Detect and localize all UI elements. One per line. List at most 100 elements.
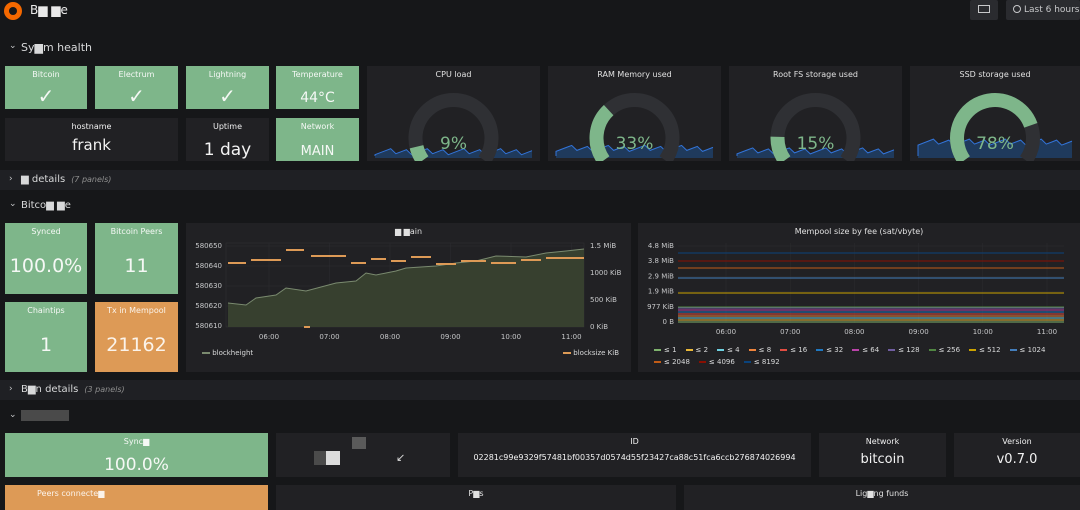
panel-value: v0.7.0 [996, 452, 1038, 467]
redacted-panel[interactable]: ↙ [276, 433, 450, 477]
peers-chart-panel[interactable]: P▆s [276, 485, 676, 510]
legend-label: ≤ 128 [898, 346, 920, 354]
synced-panel[interactable]: Synced 100.0% [5, 223, 87, 294]
gauge-panel-ssd[interactable]: SSD storage used 78% [910, 66, 1080, 161]
legend-item[interactable]: ≤ 16 [780, 346, 807, 354]
chaintips-panel[interactable]: Chaintips 1 [5, 302, 87, 372]
gauge-value: 9% [440, 134, 467, 154]
legend-item[interactable]: ≤ 64 [852, 346, 879, 354]
x-tick-label: 06:00 [259, 333, 279, 341]
legend-item[interactable]: ≤ 128 [888, 346, 920, 354]
legend-item[interactable]: ≤ 8 [748, 346, 772, 354]
panel-title: ID [630, 437, 639, 446]
row-title: ▆ details (7 panels) [21, 174, 111, 185]
legend-label: ≤ 4096 [708, 358, 735, 366]
lightning-status-panel[interactable]: Lightning ✓ [186, 66, 269, 109]
panel-title: Uptime [212, 122, 242, 131]
panel-title: Temperature [292, 70, 343, 79]
panel-value: 1 day [203, 140, 252, 160]
legend-label: ≤ 8192 [753, 358, 780, 366]
y-right-tick-label: 0 KiB [590, 323, 608, 331]
lightning-funds-panel[interactable]: Lig▆ng funds [684, 485, 1080, 510]
bitcoin-status-panel[interactable]: Bitcoin ✓ [5, 66, 87, 109]
gauge-fill [770, 136, 791, 161]
panel-title: Sync▆ [123, 437, 150, 446]
legend-label: ≤ 256 [938, 346, 961, 354]
panel-title: RAM Memory used [597, 70, 672, 79]
sparkline [736, 147, 895, 156]
temperature-panel[interactable]: Temperature 44°C [276, 66, 359, 109]
row-title-text: B▆n details [21, 384, 79, 395]
arrow-down-left-icon: ↙ [396, 451, 406, 464]
y-tick-label: 580650 [195, 242, 222, 250]
gauge-graphic [917, 93, 1073, 161]
gauge-panel-cpu[interactable]: CPU load 9% [367, 66, 540, 161]
blockchain-chart-panel[interactable]: ▆ ▆ain 580650 580640 580630 580620 580610 1.… [186, 223, 631, 372]
mempool-tx-panel[interactable]: Tx in Mempool 21162 [95, 302, 178, 372]
hostname-panel[interactable]: hostname frank [5, 118, 178, 161]
blockchain-chart: 580650 580640 580630 580620 580610 1.5 MiB 10… [195, 242, 621, 341]
legend-swatch [748, 349, 756, 351]
gauge-graphic [374, 93, 533, 161]
uptime-panel[interactable]: Uptime 1 day [186, 118, 269, 161]
legend-item[interactable]: ≤ 2 [685, 346, 708, 354]
legend-item[interactable]: ≤ 1024 [1009, 346, 1045, 354]
x-tick-label: 10:00 [973, 328, 993, 336]
row-title: Sy▆m health [21, 41, 92, 54]
legend-label: ≤ 4 [727, 346, 740, 354]
legend-item[interactable]: ≤ 256 [928, 346, 961, 354]
gauge-panel-ram[interactable]: RAM Memory used 33% [548, 66, 721, 161]
legend-swatch [717, 349, 725, 351]
monitor-icon [978, 5, 990, 13]
version-panel[interactable]: Version v0.7.0 [954, 433, 1080, 477]
legend-item[interactable]: ≤ 4 [717, 346, 740, 354]
time-range-picker[interactable]: Last 6 hours [1006, 0, 1080, 20]
checkmark-icon: ✓ [219, 84, 236, 108]
legend-label: ≤ 2048 [664, 358, 690, 366]
node-id-panel[interactable]: ID 02281c99e9329f57481bf00357d0574d55f23… [458, 433, 811, 477]
legend-item[interactable]: ≤ 512 [969, 346, 1001, 354]
y-tick-label: 580640 [195, 262, 222, 270]
y-tick-label: 1.9 MiB [648, 288, 674, 296]
panel-value: 21162 [106, 334, 167, 356]
legend-blockheight[interactable]: blockheight [202, 349, 253, 357]
row-b-details[interactable]: › B▆n details (3 panels) [0, 380, 1080, 400]
gauge-value: 15% [796, 134, 835, 154]
legend-label: ≤ 1 [664, 346, 677, 354]
gauge-panel-rootfs[interactable]: Root FS storage used 15% [729, 66, 902, 161]
legend-label: ≤ 8 [758, 346, 772, 354]
panel-title: Root FS storage used [773, 70, 858, 79]
legend-item[interactable]: ≤ 1 [654, 346, 677, 354]
legend-swatch [888, 349, 896, 351]
gauge-track [408, 93, 499, 161]
legend-label: ≤ 32 [826, 346, 844, 354]
network-panel[interactable]: Network MAIN [276, 118, 359, 161]
legend-label: blocksize KiB [573, 349, 619, 357]
mempool-chart: 4.8 MiB 3.8 MiB 2.9 MiB 1.9 MiB 977 KiB 0 B 0… [647, 242, 1064, 336]
row-bitcoin-core[interactable]: ⌄ Bitco▆ ▆e [0, 196, 1080, 216]
tv-mode-button[interactable] [970, 0, 998, 20]
row-details[interactable]: › ▆ details (7 panels) [0, 170, 1080, 190]
legend-blocksize[interactable]: blocksize KiB [563, 349, 619, 357]
blockheight-series [227, 248, 585, 306]
peers-connected-panel[interactable]: Peers connecte▆ [5, 485, 268, 510]
lightning-synced-panel[interactable]: Sync▆ 100.0% [5, 433, 268, 477]
grafana-logo-icon[interactable] [4, 2, 22, 20]
blocksize-series [228, 249, 584, 327]
row-system-health[interactable]: ⌄ Sy▆m health [0, 38, 1080, 58]
legend-swatch [816, 349, 824, 351]
panel-title: Lig▆ng funds [855, 489, 909, 498]
legend-item[interactable]: ≤ 8192 [743, 358, 780, 366]
dashboard-title[interactable]: B▆ ▆e [30, 3, 68, 17]
y-tick-label: 0 B [663, 318, 675, 326]
chevron-right-icon: › [9, 384, 13, 394]
legend-item[interactable]: ≤ 4096 [698, 358, 735, 366]
legend-swatch [202, 352, 210, 354]
legend-item[interactable]: ≤ 32 [816, 346, 843, 354]
bitcoin-peers-panel[interactable]: Bitcoin Peers 11 [95, 223, 178, 294]
electrum-status-panel[interactable]: Electrum ✓ [95, 66, 178, 109]
lightning-network-panel[interactable]: Network bitcoin [819, 433, 946, 477]
row-lightning[interactable]: ⌄ [0, 407, 1080, 427]
mempool-chart-panel[interactable]: Mempool size by fee (sat/vbyte) 4.8 MiB 3… [638, 223, 1080, 372]
legend-item[interactable]: ≤ 2048 [654, 358, 690, 366]
